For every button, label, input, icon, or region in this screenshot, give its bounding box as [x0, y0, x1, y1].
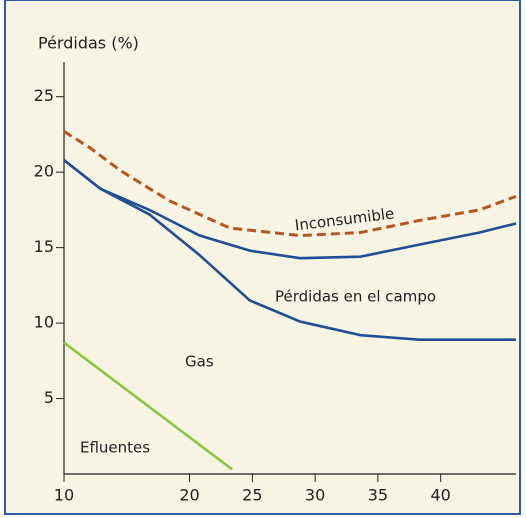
line-series [63, 341, 234, 471]
y-tick-label: 10 [34, 313, 54, 332]
y-tick-label: 5 [44, 388, 54, 407]
y-tick-label: 20 [34, 162, 54, 181]
x-tick-label: 25 [242, 486, 262, 505]
x-tick-label: 20 [179, 486, 199, 505]
frame [4, 0, 521, 515]
series-label: Efluentes [80, 439, 150, 457]
x-tick-label: 40 [430, 486, 450, 505]
line-series [63, 130, 517, 238]
x-tick-label: 30 [305, 486, 325, 505]
x-tick-label: 10 [54, 486, 74, 505]
x-tick-label: 35 [368, 486, 388, 505]
line-series [63, 159, 516, 341]
y-tick-label: 15 [34, 237, 54, 256]
series-label: Pérdidas en el campo [275, 288, 436, 306]
line-series [63, 159, 517, 260]
y-tick-label: 25 [34, 86, 54, 105]
y-axis-label: Pérdidas (%) [38, 34, 139, 53]
annotation: Gas [185, 353, 214, 371]
